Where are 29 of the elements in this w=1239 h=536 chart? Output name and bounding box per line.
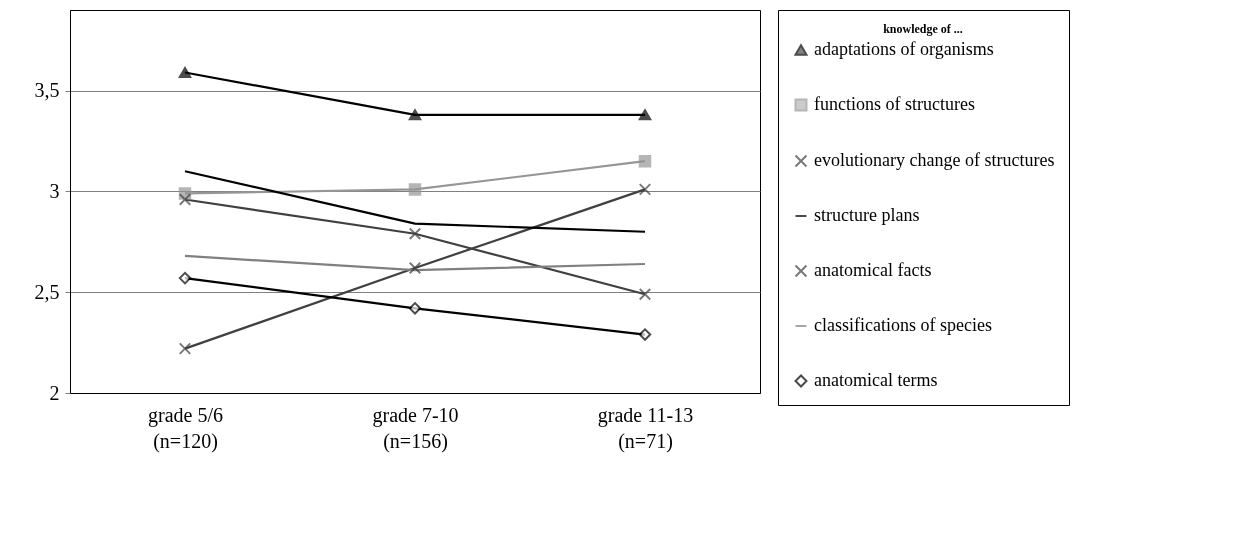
y-tick-label: 2 [49,381,60,404]
point [408,302,422,315]
point [638,154,652,168]
point [638,328,652,341]
point [178,66,192,79]
point [408,227,422,240]
y-tick-label: 3 [49,179,60,202]
legend-label: structure plans [814,205,920,225]
legend-label: anatomical terms [814,370,938,390]
legend-title: knowledge of ... [883,22,963,36]
y-tick-label: 2,5 [34,280,60,303]
point [178,271,192,285]
point [178,342,192,355]
point [178,193,192,206]
point [408,261,422,275]
legend-label: anatomical facts [814,260,932,280]
point [408,109,422,121]
legend-label: functions of structures [814,94,975,114]
legend-label: evolutionary change of structures [814,150,1055,170]
y-tick-label: 3,5 [34,79,60,102]
x-tick-label: grade 7-10 (n=156) [372,403,459,453]
point [408,183,422,196]
x-tick-label: grade 11-13 (n=71) [597,403,694,453]
x-tick-label: grade 5/6 (n=120) [148,403,223,453]
point [638,109,652,121]
point [638,287,652,301]
legend-label: adaptations of organisms [814,39,994,59]
point [638,183,652,196]
legend-label: classifications of species [814,315,992,335]
